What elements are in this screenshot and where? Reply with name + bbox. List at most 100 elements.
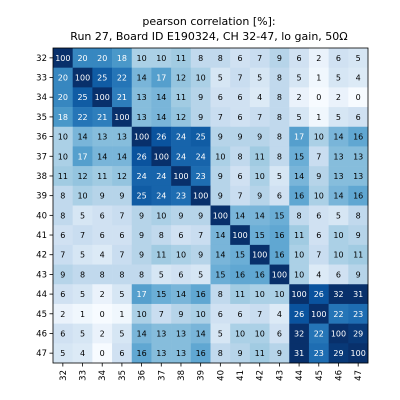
heatmap-cell bbox=[190, 284, 211, 305]
heatmap-cell bbox=[190, 225, 211, 246]
cell-value-label: 24 bbox=[176, 152, 186, 161]
heatmap-cell bbox=[190, 48, 211, 68]
cell-value-label: 2 bbox=[100, 290, 105, 299]
cell-value-label: 6 bbox=[100, 231, 105, 240]
heatmap-cell bbox=[328, 107, 349, 128]
x-tick-label: 44 bbox=[295, 370, 305, 381]
cell-value-label: 6 bbox=[336, 54, 341, 63]
cell-value-label: 9 bbox=[139, 231, 144, 240]
cell-value-label: 6 bbox=[178, 231, 183, 240]
y-tick-label: 34 bbox=[36, 93, 47, 103]
y-tick-label: 36 bbox=[36, 133, 47, 143]
cell-value-label: 31 bbox=[353, 290, 363, 299]
cell-value-label: 14 bbox=[156, 93, 166, 102]
heatmap-cell bbox=[348, 225, 369, 246]
cell-value-label: 16 bbox=[274, 231, 284, 240]
heatmap-cells bbox=[53, 48, 369, 364]
cell-value-label: 7 bbox=[257, 310, 262, 319]
cell-value-label: 9 bbox=[119, 192, 124, 201]
cell-value-label: 9 bbox=[198, 211, 203, 220]
heatmap-cell bbox=[112, 343, 133, 364]
cell-value-label: 2 bbox=[316, 54, 321, 63]
heatmap-cell bbox=[72, 225, 93, 246]
cell-value-label: 14 bbox=[235, 211, 245, 220]
y-tick-label: 44 bbox=[36, 290, 47, 300]
heatmap-cell bbox=[308, 225, 329, 246]
cell-value-label: 21 bbox=[97, 113, 107, 122]
heatmap-cell bbox=[112, 225, 133, 246]
heatmap-cell bbox=[328, 146, 349, 167]
heatmap-cell bbox=[53, 284, 73, 305]
heatmap-cell bbox=[53, 225, 73, 246]
heatmap-cell bbox=[190, 126, 211, 147]
cell-value-label: 7 bbox=[198, 231, 203, 240]
heatmap-cell bbox=[230, 67, 251, 88]
heatmap-cell bbox=[348, 284, 369, 305]
heatmap-cell bbox=[249, 146, 270, 167]
cell-value-label: 8 bbox=[277, 74, 282, 83]
heatmap-cell bbox=[131, 284, 152, 305]
cell-value-label: 13 bbox=[176, 329, 186, 338]
cell-value-label: 1 bbox=[119, 310, 124, 319]
heatmap-cell bbox=[269, 264, 290, 285]
x-tick-label: 37 bbox=[157, 370, 167, 381]
heatmap-cell bbox=[151, 244, 172, 265]
cell-value-label: 17 bbox=[137, 290, 147, 299]
cell-value-label: 9 bbox=[257, 192, 262, 201]
heatmap-cell bbox=[190, 107, 211, 128]
cell-value-label: 16 bbox=[137, 349, 147, 358]
heatmap-cell bbox=[171, 87, 192, 108]
y-tick-label: 32 bbox=[36, 54, 47, 64]
heatmap-cell bbox=[230, 205, 251, 226]
cell-value-label: 8 bbox=[297, 211, 302, 220]
heatmap-cell bbox=[171, 67, 192, 88]
heatmap-cell bbox=[249, 185, 270, 206]
cell-value-label: 26 bbox=[294, 310, 304, 319]
cell-value-label: 9 bbox=[277, 349, 282, 358]
cell-value-label: 4 bbox=[257, 93, 262, 102]
heatmap-cell bbox=[171, 225, 192, 246]
heatmap-cell bbox=[269, 126, 290, 147]
cell-value-label: 16 bbox=[196, 349, 206, 358]
cell-value-label: 20 bbox=[77, 54, 87, 63]
cell-value-label: 6 bbox=[60, 329, 65, 338]
x-tick-label: 34 bbox=[98, 370, 108, 381]
cell-value-label: 10 bbox=[156, 54, 166, 63]
heatmap-cell bbox=[308, 67, 329, 88]
heatmap-cell bbox=[348, 126, 369, 147]
heatmap-cell bbox=[92, 205, 113, 226]
cell-value-label: 14 bbox=[77, 133, 87, 142]
heatmap-cell bbox=[308, 343, 329, 364]
heatmap-cell bbox=[348, 343, 369, 364]
cell-value-label: 5 bbox=[80, 329, 85, 338]
cell-value-label: 8 bbox=[218, 54, 223, 63]
heatmap-cell bbox=[131, 87, 152, 108]
heatmap-cell bbox=[308, 244, 329, 265]
y-tick-label: 38 bbox=[36, 172, 47, 182]
cell-value-label: 100 bbox=[173, 172, 188, 181]
heatmap-cell bbox=[230, 126, 251, 147]
cell-value-label: 10 bbox=[255, 290, 265, 299]
cell-value-label: 6 bbox=[178, 270, 183, 279]
cell-value-label: 100 bbox=[291, 290, 306, 299]
cell-value-label: 7 bbox=[237, 192, 242, 201]
cell-value-label: 22 bbox=[314, 329, 324, 338]
cell-value-label: 7 bbox=[60, 251, 65, 260]
heatmap-cell bbox=[210, 87, 231, 108]
cell-value-label: 0 bbox=[356, 93, 361, 102]
heatmap-cell bbox=[112, 244, 133, 265]
cell-value-label: 7 bbox=[257, 54, 262, 63]
heatmap-cell bbox=[348, 264, 369, 285]
heatmap-cell bbox=[210, 323, 231, 344]
cell-value-label: 16 bbox=[235, 270, 245, 279]
cell-value-label: 11 bbox=[97, 172, 107, 181]
heatmap-cell bbox=[112, 205, 133, 226]
heatmap-cell bbox=[289, 107, 310, 128]
cell-value-label: 18 bbox=[58, 113, 68, 122]
heatmap-cell bbox=[171, 146, 192, 167]
cell-value-label: 9 bbox=[218, 172, 223, 181]
heatmap-cell bbox=[289, 323, 310, 344]
cell-value-label: 16 bbox=[274, 251, 284, 260]
heatmap-cell bbox=[289, 87, 310, 108]
cell-value-label: 10 bbox=[58, 152, 68, 161]
